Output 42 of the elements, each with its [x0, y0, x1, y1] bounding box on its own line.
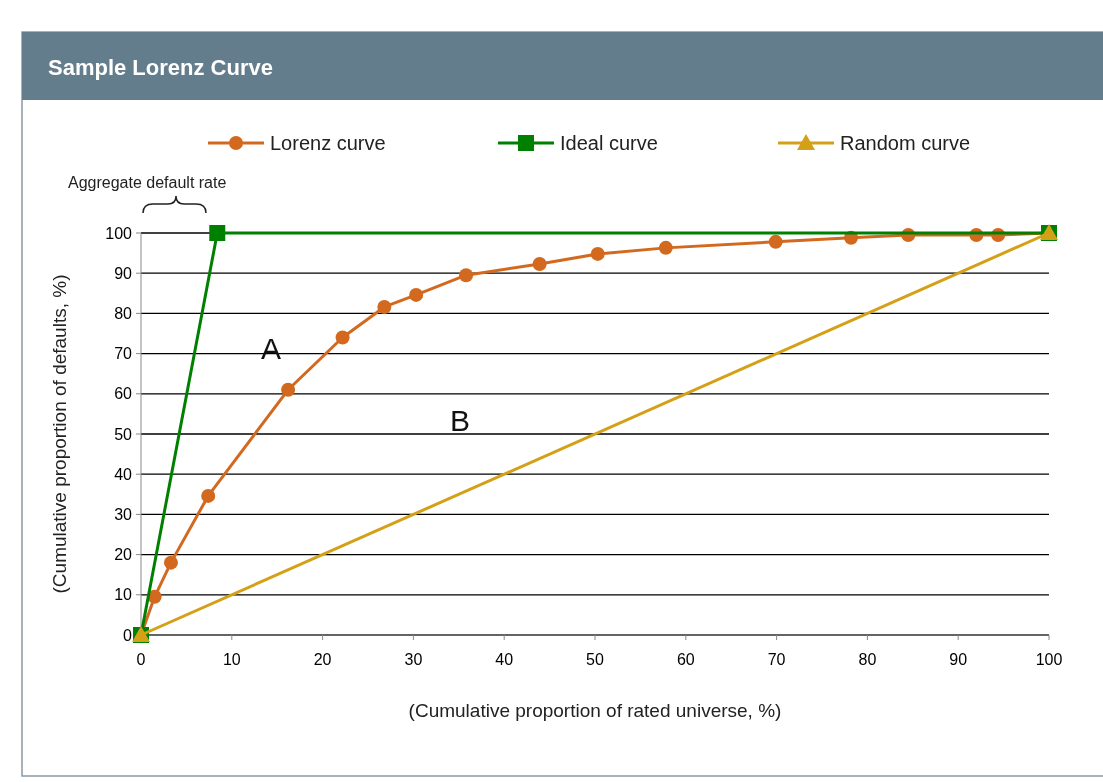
annotation: B [449, 403, 471, 437]
x-tick-label: 70 [767, 651, 786, 668]
x-axis-title: (Cumulative proportion of rated universe, %) [408, 700, 782, 721]
point [459, 268, 474, 283]
legend-label: Ideal curve [560, 132, 658, 154]
point [163, 555, 178, 570]
x-tick-label: 30 [404, 651, 423, 668]
y-tick-label: 60 [114, 385, 133, 403]
x-tick-label: 100 [1035, 651, 1063, 668]
point [377, 299, 392, 314]
y-tick-label: 40 [114, 465, 133, 483]
x-tick-label: 0 [136, 651, 146, 668]
x-tick-label: 10 [222, 651, 241, 668]
chart-title: Sample Lorenz Curve [48, 55, 273, 80]
y-tick-label: 0 [123, 626, 133, 644]
legend-label: Lorenz curve [270, 132, 386, 154]
y-tick-label: 10 [114, 586, 133, 604]
x-tick-label: 40 [495, 651, 514, 668]
x-tick-label: 20 [313, 651, 332, 668]
y-tick-label: 80 [114, 305, 133, 322]
point [281, 382, 296, 397]
y-tick-label: 90 [114, 264, 133, 282]
y-tick-label: 20 [114, 546, 133, 564]
point [209, 225, 226, 241]
x-tick-label: 80 [858, 651, 877, 668]
y-tick-label: 100 [105, 224, 133, 242]
y-tick-label: 30 [114, 506, 133, 523]
y-tick-label: 70 [114, 345, 133, 363]
point [532, 256, 547, 271]
point [590, 246, 605, 261]
x-tick-label: 50 [586, 651, 604, 668]
point [768, 234, 783, 249]
point [201, 488, 216, 503]
point [409, 287, 424, 302]
x-tick-label: 60 [676, 651, 695, 668]
legend-label: Random curve [840, 132, 971, 154]
y-tick-label: 50 [114, 425, 133, 443]
y-axis-title: (Cumulative proportion of defaults, %) [49, 274, 70, 594]
x-tick-label: 90 [949, 651, 968, 668]
point [658, 240, 673, 255]
point [335, 330, 350, 345]
text: Aggregate default rate [68, 174, 227, 191]
